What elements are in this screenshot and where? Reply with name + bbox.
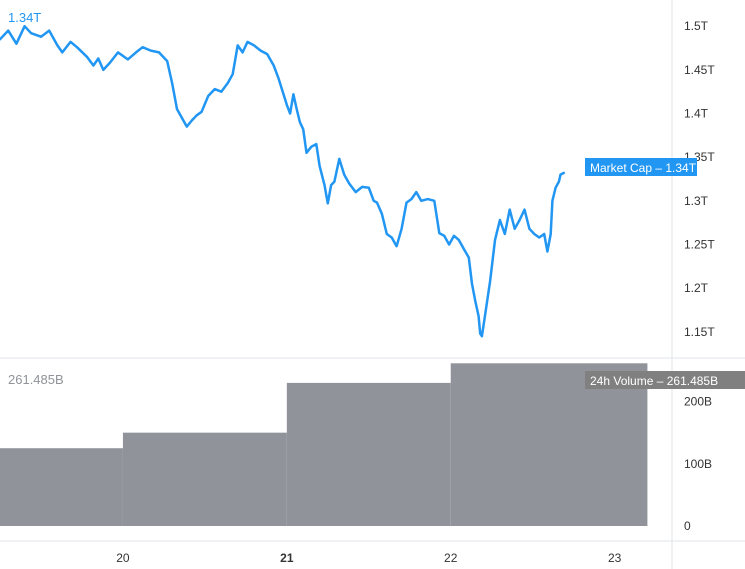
volume-bar <box>0 448 123 526</box>
volume-tick-label: 100B <box>684 457 712 471</box>
market-cap-line <box>0 24 566 338</box>
price-pane <box>0 24 566 338</box>
price-tick-label: 1.45T <box>684 63 715 77</box>
volume-pane <box>0 363 648 526</box>
price-tick-label: 1.4T <box>684 107 709 121</box>
time-tick-label: 20 <box>116 551 130 565</box>
price-tick-label: 1.5T <box>684 19 709 33</box>
volume-badge-text: 24h Volume – 261.485B <box>590 374 718 388</box>
price-tick-label: 1.15T <box>684 325 715 339</box>
price-tick-label: 1.3T <box>684 194 709 208</box>
market-cap-badge-text: Market Cap – 1.34T <box>590 161 697 175</box>
market-cap-last-value-label: 1.34T <box>8 10 41 25</box>
time-tick-label: 21 <box>280 551 294 565</box>
y-axis-ticks: 1.5T1.45T1.4T1.35T1.3T1.25T1.2T1.15T200B… <box>684 19 715 533</box>
market-cap-badge-bg <box>585 158 697 176</box>
volume-tick-label: 0 <box>684 519 691 533</box>
market-cap-badge: Market Cap – 1.34T <box>585 158 697 176</box>
volume-bar <box>450 363 648 526</box>
volume-badge: 24h Volume – 261.485B <box>585 371 745 389</box>
price-tick-label: 1.25T <box>684 237 715 251</box>
volume-bar <box>286 382 451 526</box>
time-tick-label: 23 <box>608 551 622 565</box>
time-tick-label: 22 <box>444 551 458 565</box>
x-axis-ticks: 20 21 22 23 <box>116 551 621 565</box>
volume-badge-bg <box>585 371 745 389</box>
volume-tick-label: 200B <box>684 395 712 409</box>
volume-bar <box>122 432 287 526</box>
price-tick-label: 1.2T <box>684 281 709 295</box>
volume-last-value-label: 261.485B <box>8 372 64 387</box>
